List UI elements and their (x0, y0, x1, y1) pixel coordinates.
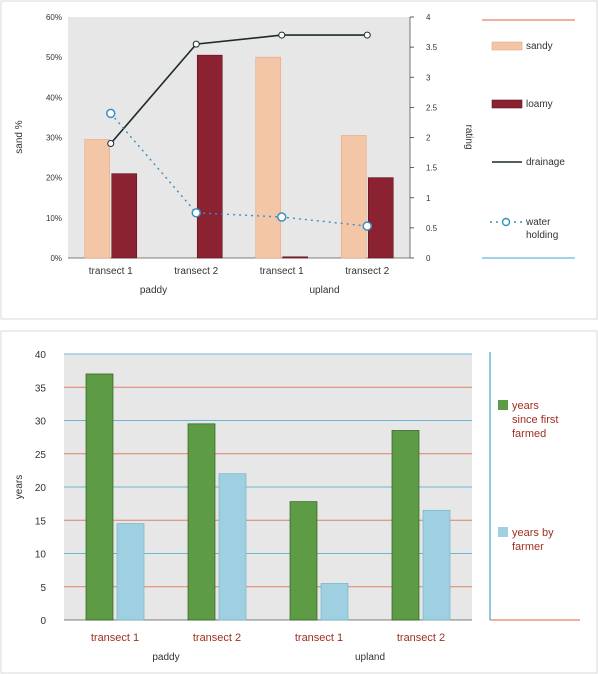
water-holding-point (191, 208, 201, 218)
drainage-line (110, 34, 368, 145)
bar-years-since-first-farmed (85, 373, 114, 621)
y-tick-label: 30 (35, 417, 47, 428)
water-holding-point (277, 212, 287, 222)
y-tick-label: 10% (46, 214, 62, 223)
x-tick-label: transect 1 (91, 632, 139, 644)
y-tick-label: 40 (35, 350, 47, 361)
y-tick-label: 20% (46, 174, 62, 183)
bar-sandy (84, 139, 111, 259)
y2-tick-label: 2.5 (426, 103, 438, 112)
legend-label: since first (512, 414, 558, 426)
x-tick-label: transect 1 (89, 266, 133, 277)
years-chart-svg: 0 5 10 15 20 25 30 35 40 years transect 1 transect … (0, 330, 598, 674)
y2-axis-label: rating (463, 124, 474, 149)
group-label: upland (355, 652, 385, 663)
bar-sandy (340, 135, 367, 259)
legend-swatch (498, 400, 508, 410)
y-tick-label: 25 (35, 450, 47, 461)
y2-tick-label: 4 (426, 13, 431, 22)
x-tick-label: transect 1 (260, 266, 304, 277)
x-tick-label: transect 2 (174, 266, 218, 277)
legend-swatch (498, 527, 508, 537)
y-tick-label: 5 (40, 583, 46, 594)
x-tick-label: transect 2 (193, 632, 241, 644)
bar-years-by-farmer (320, 583, 349, 621)
legend-label: years (512, 400, 539, 412)
y2-tick-label: 1.5 (426, 164, 438, 173)
drainage-point (107, 140, 115, 148)
bar-sandy (255, 56, 282, 259)
legend-swatch-sandy (491, 41, 523, 51)
y-tick-label: 0 (40, 616, 46, 627)
years-chart: 0 5 10 15 20 25 30 35 40 years transect 1 transect … (0, 330, 598, 674)
y2-tick-label: 3 (426, 73, 431, 82)
y2-tick-label: 3.5 (426, 43, 438, 52)
y-tick-label: 60% (46, 13, 62, 22)
y-tick-label: 0% (50, 254, 62, 263)
y-tick-label: 10 (35, 550, 47, 561)
water-holding-point (362, 221, 372, 231)
legend-swatch-water-holding-point (501, 217, 511, 227)
bar-years-since-first-farmed (187, 423, 216, 621)
legend-label: drainage (526, 157, 565, 168)
y-tick-label: 50% (46, 53, 62, 62)
bar-loamy (111, 173, 138, 259)
legend-label: years by (512, 527, 554, 539)
bar-loamy (282, 256, 309, 259)
bar-loamy (196, 54, 223, 259)
water-holding-point (106, 108, 116, 119)
soil-chart: 0% 10% 20% 30% 40% 50% 60% 0 0.5 1 1.5 2 2.5 3 3.5 4 san… (0, 0, 598, 320)
y2-tick-label: 0 (426, 254, 431, 263)
bar-loamy (367, 177, 394, 259)
legend-label: farmed (512, 428, 546, 440)
y-tick-label: 40% (46, 93, 62, 102)
group-label: paddy (140, 285, 167, 296)
y-axis-label: years (14, 475, 25, 499)
y-axis-label: sand % (14, 120, 25, 153)
legend-label: water (525, 217, 551, 228)
drainage-point (192, 40, 200, 48)
bar-years-by-farmer (218, 473, 247, 621)
group-label: upland (309, 285, 339, 296)
legend-label: farmer (512, 541, 544, 553)
legend-label: sandy (526, 41, 553, 52)
bar-years-since-first-farmed (289, 501, 318, 621)
y2-tick-label: 2 (426, 134, 431, 143)
group-label: paddy (152, 652, 179, 663)
y2-tick-label: 1 (426, 194, 431, 203)
y-tick-label: 20 (35, 483, 47, 494)
bar-years-since-first-farmed (391, 430, 420, 621)
x-tick-label: transect 2 (345, 266, 389, 277)
bar-years-by-farmer (116, 523, 145, 621)
x-tick-label: transect 1 (295, 632, 343, 644)
y2-tick-label: 0.5 (426, 224, 438, 233)
y-tick-label: 30% (46, 134, 62, 143)
legend-swatch-loamy (491, 99, 523, 109)
water-holding-line (110, 112, 368, 227)
y-tick-label: 15 (35, 516, 47, 527)
bar-years-by-farmer (422, 509, 451, 621)
soil-chart-svg: 0% 10% 20% 30% 40% 50% 60% 0 0.5 1 1.5 2 2.5 3 3.5 4 san… (0, 0, 598, 320)
legend-label: holding (526, 230, 558, 241)
legend-label: loamy (526, 99, 553, 110)
y-tick-label: 35 (35, 383, 47, 394)
drainage-point (278, 31, 286, 39)
x-tick-label: transect 2 (397, 632, 445, 644)
drainage-point (363, 31, 371, 39)
